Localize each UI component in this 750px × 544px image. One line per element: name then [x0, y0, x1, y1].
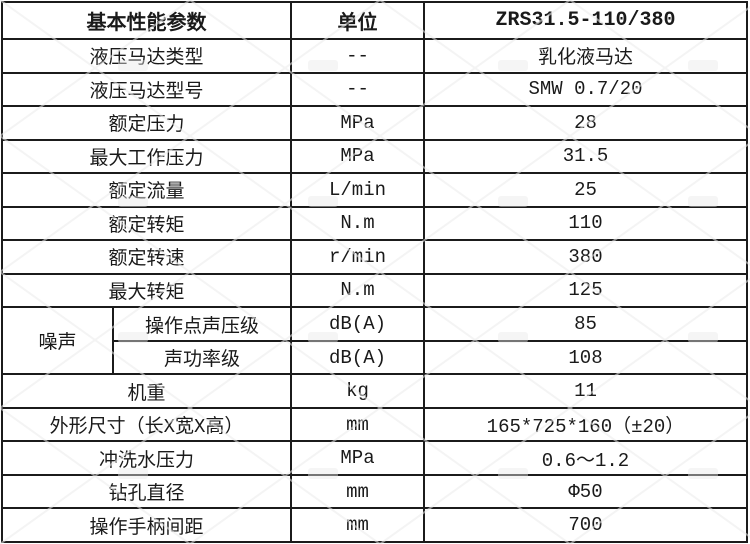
- table-row-rated-speed: 额定转速 r/min 380: [1, 239, 748, 275]
- unit-cell: mm: [290, 507, 425, 543]
- table-header-row: 基本性能参数 单位 ZRS31.5-110/380: [1, 1, 748, 40]
- param-cell: 额定转速: [1, 239, 292, 275]
- noise-group-cell: 噪声: [1, 306, 114, 376]
- param-cell: 操作点声压级: [112, 306, 292, 342]
- unit-cell: N.m: [290, 272, 425, 309]
- param-cell: 最大工作压力: [1, 138, 292, 175]
- value-cell: 700: [423, 507, 748, 543]
- value-cell: 380: [423, 239, 748, 275]
- param-cell: 操作手柄间距: [1, 507, 292, 543]
- table-row-rated-torque: 额定转矩 N.m 110: [1, 205, 748, 242]
- table-row-overall-dimensions: 外形尺寸（长X宽X高） mm 165*725*160（±20）: [1, 406, 748, 443]
- unit-cell: MPa: [290, 440, 425, 476]
- unit-cell: mm: [290, 473, 425, 510]
- value-cell: 110: [423, 205, 748, 242]
- param-cell: 外形尺寸（长X宽X高）: [1, 406, 292, 443]
- value-cell: 乳化液马达: [423, 38, 748, 74]
- table-row-max-working-pressure: 最大工作压力 MPa 31.5: [1, 138, 748, 175]
- param-cell: 声功率级: [112, 339, 292, 376]
- unit-cell: r/min: [290, 239, 425, 275]
- value-cell: 165*725*160（±20）: [423, 406, 748, 443]
- value-cell: 31.5: [423, 138, 748, 175]
- table-row-motor-model: 液压马达型号 -- SMW 0.7/20: [1, 71, 748, 108]
- table-row-drill-hole-diameter: 钻孔直径 mm Φ50: [1, 473, 748, 510]
- table-row-motor-type: 液压马达类型 -- 乳化液马达: [1, 38, 748, 74]
- table-row-noise-sound-power: 声功率级 dB(A) 108: [2, 339, 748, 376]
- unit-cell: N.m: [290, 205, 425, 242]
- table-row-noise-sound-pressure: 噪声 操作点声压级 dB(A) 85: [1, 306, 748, 376]
- unit-cell: kg: [290, 373, 425, 409]
- param-cell: 钻孔直径: [1, 473, 292, 510]
- param-cell: 冲洗水压力: [1, 440, 292, 476]
- unit-cell: dB(A): [290, 306, 425, 342]
- param-cell: 额定流量: [1, 172, 292, 208]
- table-row-rated-flow: 额定流量 L/min 25: [1, 172, 748, 208]
- header-unit-label: 单位: [290, 1, 425, 40]
- table-row-rated-pressure: 额定压力 MPa 28: [1, 105, 748, 141]
- value-cell: SMW 0.7/20: [423, 71, 748, 108]
- value-cell: 25: [423, 172, 748, 208]
- param-cell: 额定转矩: [1, 205, 292, 242]
- value-cell: 0.6～1.2: [423, 440, 748, 476]
- table-row-handle-spacing: 操作手柄间距 mm 700: [1, 507, 748, 543]
- unit-cell: --: [290, 71, 425, 108]
- header-model-label: ZRS31.5-110/380: [423, 1, 748, 40]
- unit-cell: MPa: [290, 105, 425, 141]
- param-cell: 机重: [1, 373, 292, 409]
- table-row-machine-weight: 机重 kg 11: [1, 373, 748, 409]
- value-cell: 125: [423, 272, 748, 309]
- value-cell: 28: [423, 105, 748, 141]
- table-row-flushing-water-pressure: 冲洗水压力 MPa 0.6～1.2: [1, 440, 748, 476]
- unit-cell: dB(A): [290, 339, 425, 376]
- param-cell: 液压马达型号: [1, 71, 292, 108]
- value-cell: 11: [423, 373, 748, 409]
- table-row-max-torque: 最大转矩 N.m 125: [1, 272, 748, 309]
- value-cell: Φ50: [423, 473, 748, 510]
- param-cell: 最大转矩: [1, 272, 292, 309]
- unit-cell: --: [290, 38, 425, 74]
- param-cell: 液压马达类型: [1, 38, 292, 74]
- value-cell: 108: [423, 339, 748, 376]
- header-param-label: 基本性能参数: [1, 1, 292, 40]
- unit-cell: L/min: [290, 172, 425, 208]
- unit-cell: MPa: [290, 138, 425, 175]
- param-cell: 额定压力: [1, 105, 292, 141]
- unit-cell: mm: [290, 406, 425, 443]
- value-cell: 85: [423, 306, 748, 342]
